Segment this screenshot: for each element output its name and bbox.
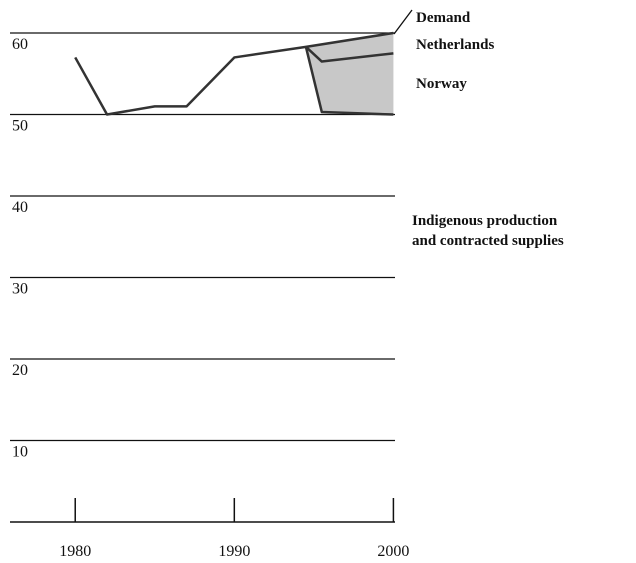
y-tick-label: 30 [12,281,28,298]
annotation: and contracted supplies [412,233,564,249]
annotation: Indigenous production [412,213,558,229]
x-tick-label: 1990 [218,543,250,560]
x-tick-label: 2000 [377,543,409,560]
y-tick-label: 60 [12,36,28,53]
gap-area [305,33,394,115]
y-tick-label: 20 [12,362,28,379]
leader-line [393,9,413,35]
y-tick-label: 40 [12,199,28,216]
series-line [304,46,394,116]
series-line [305,45,394,63]
x-tick-label: 1980 [59,543,91,560]
series-label: Norway [416,76,467,92]
series-label: Netherlands [416,37,494,53]
y-tick-label: 10 [12,444,28,461]
series-label: Demand [416,10,471,26]
y-tick-label: 50 [12,118,28,135]
